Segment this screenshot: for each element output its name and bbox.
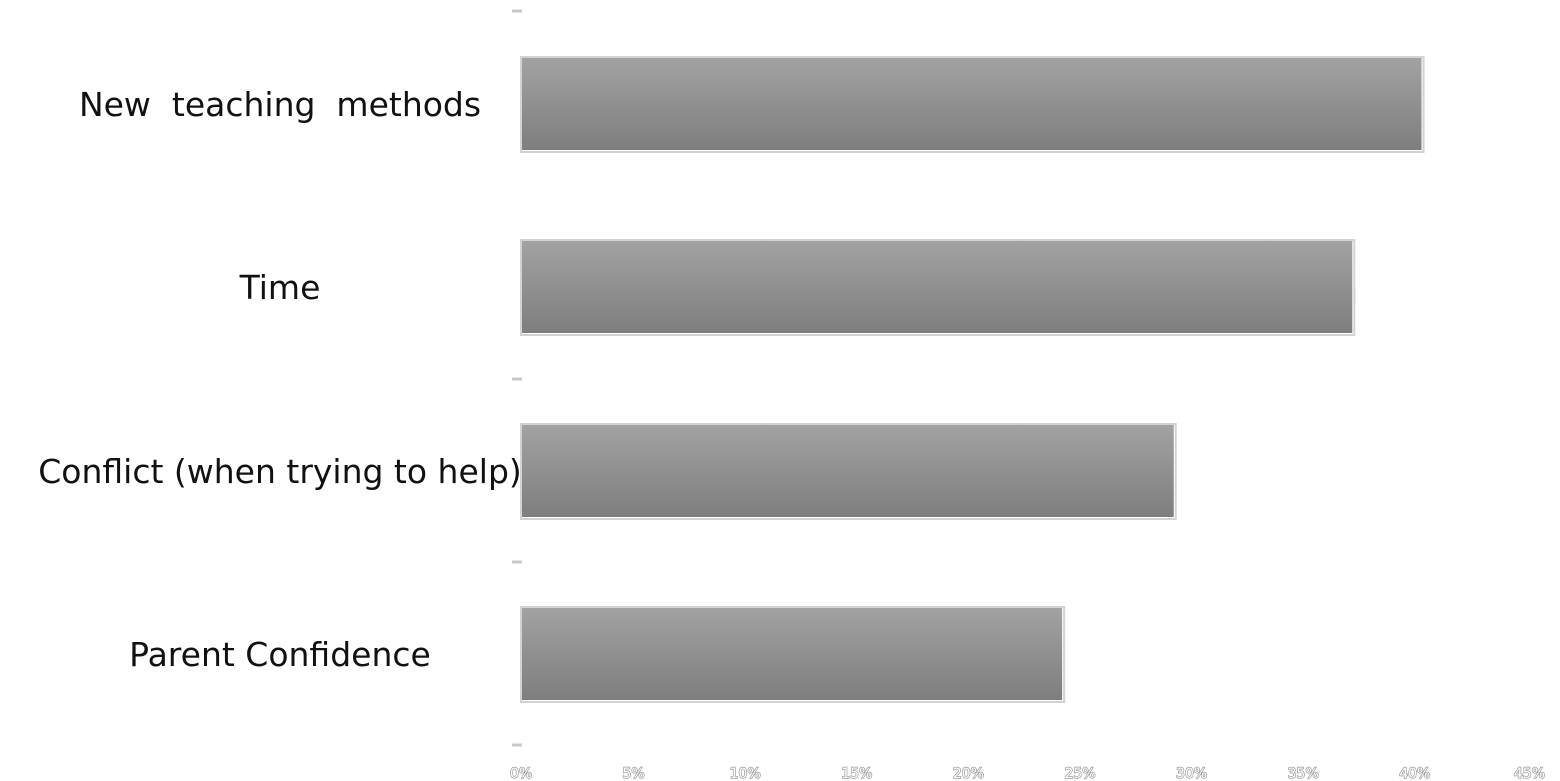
category-label: Parent Confidence — [129, 635, 431, 674]
bar-outline — [520, 239, 1356, 336]
bar-outline — [520, 606, 1066, 703]
x-tick-label: 10% — [730, 766, 761, 781]
bar-2 — [522, 425, 1174, 517]
category-label: Conflict (when trying to help) — [38, 452, 522, 491]
category-axis-tick-mark — [512, 743, 522, 747]
x-tick-label: 5% — [622, 766, 644, 781]
category-axis-tick-mark — [512, 9, 522, 13]
bar-outline — [520, 423, 1177, 520]
x-tick-label: 0% — [510, 766, 532, 781]
x-tick-label: 15% — [841, 766, 872, 781]
bar-3 — [522, 608, 1063, 700]
bar-1 — [522, 241, 1353, 333]
x-tick-label: 20% — [953, 766, 984, 781]
category-axis-tick-mark — [512, 377, 522, 381]
category-label: New teaching methods — [79, 85, 481, 124]
x-tick-label: 45% — [1514, 766, 1545, 781]
x-tick-label: 30% — [1176, 766, 1207, 781]
x-axis-tick-labels: 0% 5% 10% 15% 20% 25% 30% 35% 40% 45% — [509, 765, 1545, 781]
category-axis-ticks — [512, 9, 522, 747]
x-tick-label: 35% — [1288, 766, 1319, 781]
category-axis-tick-mark — [512, 560, 522, 564]
bar-outline — [520, 56, 1425, 153]
bar-0 — [522, 58, 1422, 150]
category-labels: New teaching methods Time Conflict (when t… — [38, 85, 522, 674]
category-label: Time — [239, 268, 321, 307]
x-tick-label: 40% — [1399, 766, 1430, 781]
bars-group — [520, 56, 1425, 703]
x-tick-label: 25% — [1064, 766, 1095, 781]
